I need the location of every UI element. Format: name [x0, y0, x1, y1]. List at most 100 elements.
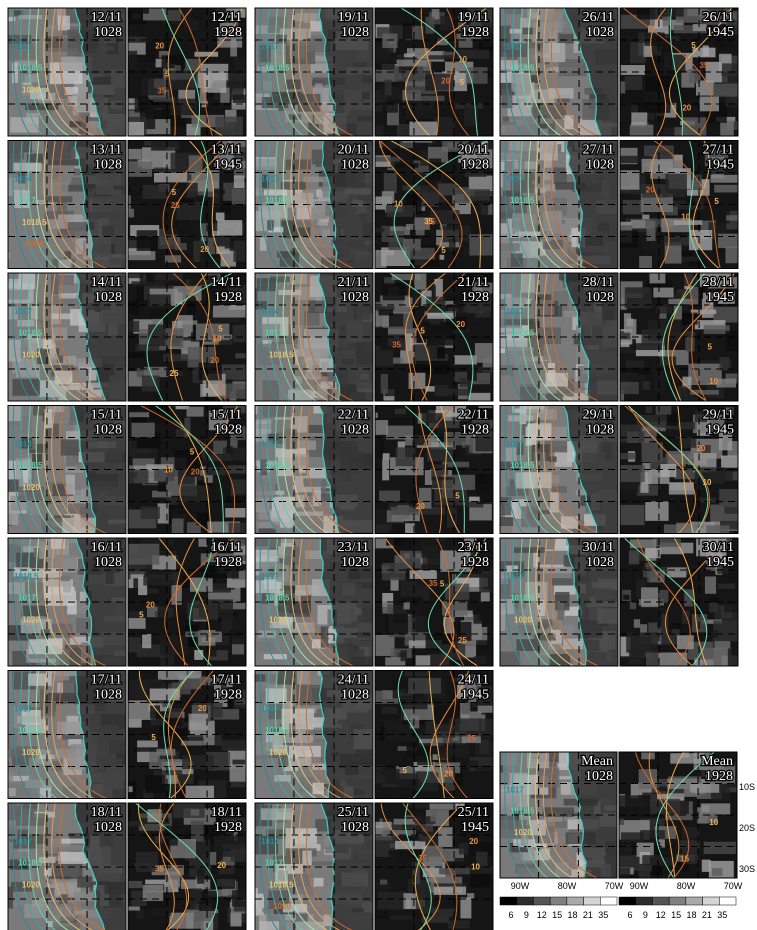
- cloud-texture: [384, 79, 392, 96]
- cloud-texture: [255, 736, 256, 745]
- cloud-texture: [262, 907, 286, 913]
- date-label: 24/11: [338, 673, 369, 688]
- cloud-texture: [36, 843, 58, 854]
- panel-frame: [7, 272, 127, 402]
- cloud-texture: [702, 292, 724, 300]
- isobar: [12, 538, 33, 666]
- cloud-texture: [220, 200, 231, 216]
- cloud-texture: [203, 917, 214, 930]
- cloud-texture: [27, 568, 62, 578]
- isobar: [550, 8, 601, 136]
- cloud-texture: [641, 329, 666, 346]
- contour-label: 1018.5: [265, 461, 290, 470]
- cloud-texture: [382, 283, 405, 301]
- cloud-texture: [506, 565, 519, 572]
- cloud-texture: [136, 284, 148, 302]
- cloud-texture: [140, 506, 160, 520]
- cloud-texture: [431, 9, 440, 20]
- cloud-texture: [8, 886, 14, 909]
- colorbar-box: [618, 896, 636, 906]
- contour-label: 1017: [261, 572, 279, 581]
- isobar: [35, 140, 71, 269]
- contour-label: 1017: [506, 174, 524, 183]
- contour-label: 1018.5: [18, 461, 43, 470]
- contour-label: 35: [155, 865, 164, 874]
- cloud-texture: [511, 73, 531, 92]
- cloud-texture: [255, 97, 265, 107]
- cloud-texture: [149, 688, 180, 701]
- cloud-texture: [677, 205, 705, 210]
- isobar: [519, 273, 550, 401]
- cloud-texture: [194, 481, 222, 487]
- date-label: 14/11: [211, 275, 242, 290]
- isobar: [58, 273, 109, 401]
- cloud-texture: [725, 407, 734, 415]
- cloud-texture: [29, 443, 48, 453]
- contour-label: 1018.5: [510, 329, 535, 338]
- panel-frame: [7, 802, 127, 930]
- cloud-texture: [500, 327, 522, 333]
- cloud-texture: [76, 618, 95, 634]
- cloud-texture: [557, 95, 570, 103]
- cloud-texture: [713, 620, 738, 642]
- cloud-texture: [702, 445, 711, 454]
- cloud-texture: [150, 140, 180, 151]
- contour: [403, 405, 465, 534]
- cloud-texture: [406, 247, 435, 260]
- cloud-texture: [550, 578, 577, 586]
- isobar: [43, 538, 83, 666]
- cloud-texture: [620, 331, 634, 340]
- contour-label: 1018.5: [269, 350, 294, 359]
- cloud-texture: [136, 908, 145, 919]
- cloud-texture: [400, 596, 423, 603]
- contour: [650, 8, 667, 136]
- cloud-texture: [147, 216, 156, 223]
- cloud-texture: [642, 855, 661, 865]
- cloud-texture: [620, 342, 630, 348]
- contour: [162, 140, 223, 269]
- cloud-texture: [234, 57, 246, 74]
- contour: [661, 273, 706, 401]
- isobar: [504, 538, 525, 666]
- contour-label: 1018.5: [510, 807, 535, 816]
- panel-frame: [619, 7, 739, 137]
- contour-label: 5: [691, 41, 696, 50]
- contour-label: 1017: [506, 785, 524, 794]
- cloud-texture: [422, 413, 443, 424]
- cloud-texture: [306, 914, 314, 929]
- cloud-texture: [8, 775, 29, 782]
- contour-label: 35: [418, 854, 427, 863]
- cloud-texture: [219, 23, 234, 37]
- contour: [622, 8, 713, 136]
- cloud-texture: [673, 305, 682, 320]
- isobar: [58, 538, 109, 666]
- cloud-texture: [16, 9, 51, 18]
- cloud-texture: [144, 588, 159, 594]
- contour-label: 10: [213, 335, 222, 344]
- cloud-texture: [414, 273, 427, 290]
- colorbar-box: [549, 896, 568, 906]
- contour-label: 10: [471, 863, 480, 872]
- cloud-texture: [649, 273, 666, 284]
- cloud-texture: [431, 538, 447, 541]
- cloud-texture: [131, 412, 147, 424]
- cloud-texture: [661, 8, 684, 17]
- cloud-texture: [257, 66, 275, 73]
- cloud-texture: [690, 389, 719, 395]
- cloud-texture: [681, 610, 690, 624]
- contour-label: 5: [151, 733, 156, 742]
- cloud-texture: [521, 273, 535, 293]
- cloud-texture: [500, 243, 520, 252]
- lon-label: 70W: [724, 881, 743, 891]
- isobar: [298, 803, 341, 930]
- cloud-texture: [425, 73, 454, 91]
- cloud-texture: [199, 901, 216, 912]
- panel-frame: [127, 802, 247, 930]
- contour: [655, 752, 715, 878]
- cloud-texture: [231, 188, 246, 205]
- date-label: 26/11: [703, 10, 734, 25]
